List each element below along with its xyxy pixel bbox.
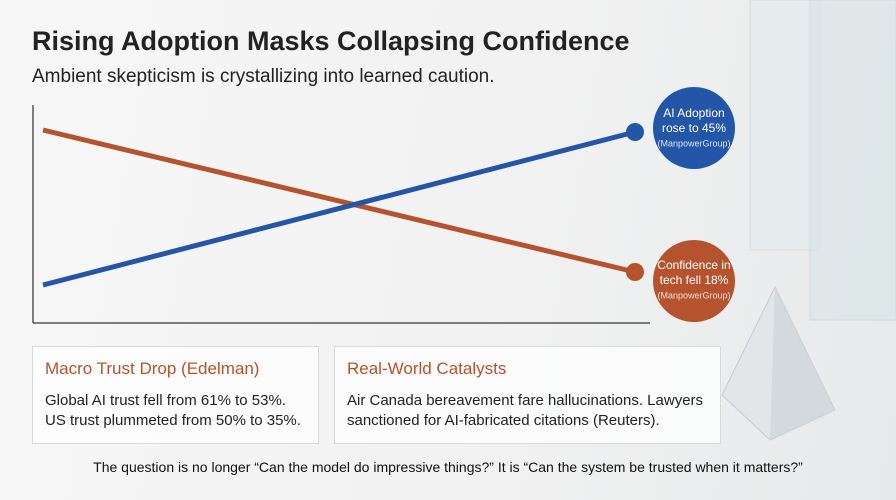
- annotation-badge: [653, 240, 735, 322]
- prism-face: [770, 287, 835, 440]
- line-end: [626, 263, 644, 281]
- annotation-source: (ManpowerGroup): [657, 290, 730, 300]
- card: Real-World Catalysts Air Canada bereavem…: [334, 346, 721, 444]
- card-title: Real-World Catalysts: [347, 359, 507, 378]
- title: Rising Adoption Masks Collapsing Confide…: [32, 26, 630, 56]
- card-line: Air Canada bereavement fare hallucinatio…: [347, 392, 704, 409]
- annotation-text: Confidence in: [657, 258, 730, 272]
- annotation-text: rose to 45%: [662, 121, 726, 135]
- card-line: US trust plummeted from 50% to 35%.: [45, 412, 301, 429]
- card-line: sanctioned for AI-fabricated citations (…: [347, 412, 660, 429]
- annotation-text: AI Adoption: [663, 106, 724, 120]
- glass-pane: [809, 0, 896, 321]
- footer: The question is no longer “Can the model…: [93, 459, 803, 475]
- confidence-line: [42, 127, 636, 275]
- card-line: Global AI trust fell from 61% to 53%.: [45, 392, 286, 409]
- line-end: [626, 123, 644, 141]
- annotation-badge: [653, 87, 735, 169]
- annotation-text: tech fell 18%: [660, 273, 729, 287]
- card: Macro Trust Drop (Edelman) Global AI tru…: [32, 346, 319, 444]
- glass-pane: [749, 0, 821, 251]
- annotation-source: (ManpowerGroup): [657, 138, 730, 148]
- subtitle: Ambient skepticism is crystallizing into…: [32, 66, 495, 87]
- card-title: Macro Trust Drop (Edelman): [45, 359, 260, 378]
- adoption-line: [42, 129, 636, 288]
